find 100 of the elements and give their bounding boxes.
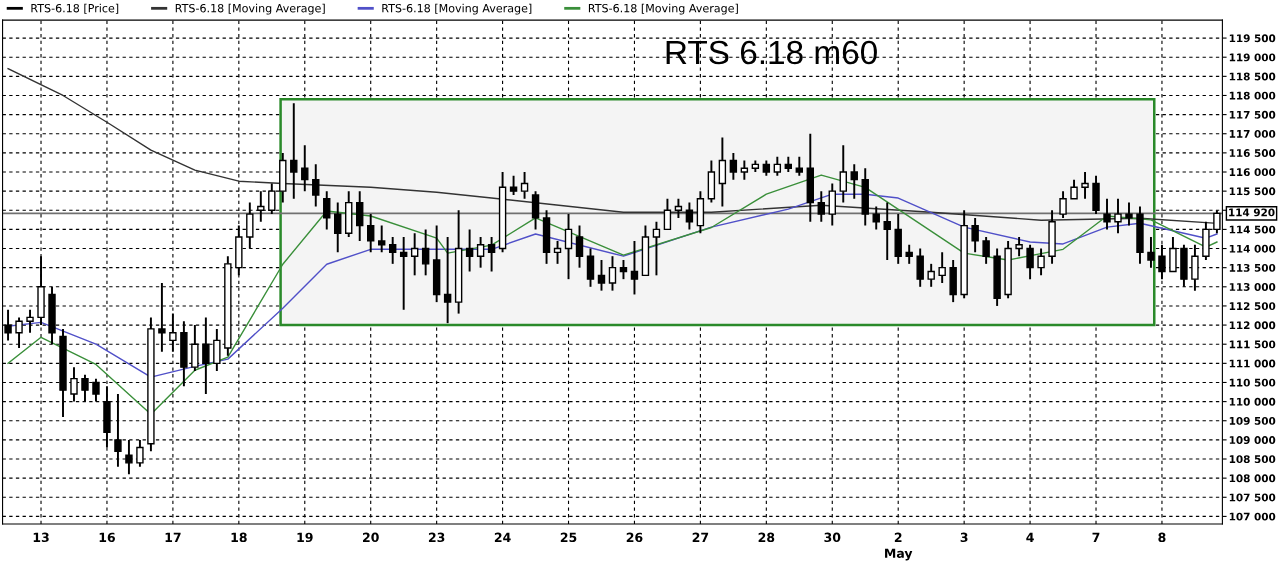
candlestick <box>773 155 782 177</box>
x-tick-label: 20 <box>363 532 379 543</box>
candlestick <box>619 259 628 281</box>
candlestick <box>366 213 375 254</box>
y-tick-label: 117 500 <box>1229 110 1276 119</box>
candlestick <box>608 255 617 292</box>
candlestick <box>795 155 804 177</box>
candlestick <box>323 190 331 231</box>
y-tick-label: 108 000 <box>1229 474 1276 483</box>
candlestick <box>1103 197 1111 231</box>
candlestick <box>1070 178 1078 200</box>
y-tick-label: 114 000 <box>1229 244 1276 253</box>
candlestick <box>312 163 320 208</box>
x-tick-label: 4 <box>1026 532 1034 542</box>
y-tick-label: 107 500 <box>1229 493 1276 502</box>
candlestick <box>564 213 573 281</box>
x-tick-label: 3 <box>960 532 968 543</box>
chart-title: RTS 6.18 m60 <box>666 40 877 65</box>
x-tick-label: 27 <box>692 532 709 542</box>
candlestick <box>213 327 221 372</box>
candlestick <box>509 174 518 196</box>
candlestick <box>476 236 485 269</box>
x-tick-label: 28 <box>758 532 775 543</box>
candlestick <box>872 205 880 231</box>
candlestick <box>740 159 749 181</box>
candlestick <box>630 239 639 296</box>
candlestick <box>839 144 847 204</box>
candlestick <box>443 236 452 325</box>
candlestick <box>597 259 606 292</box>
candlestick <box>1059 190 1067 219</box>
candlestick <box>553 239 562 265</box>
legend-label: RTS-6.18 [Moving Average] <box>382 3 532 15</box>
y-tick-label: 113 000 <box>1229 283 1276 291</box>
candlestick <box>718 136 727 208</box>
x-tick-label: 23 <box>428 532 445 543</box>
candlestick <box>663 197 672 231</box>
x-tick-label: 7 <box>1092 532 1100 542</box>
candlestick <box>905 243 913 265</box>
y-tick-label: 109 500 <box>1229 416 1276 425</box>
x-tick-label: 24 <box>494 532 511 542</box>
y-tick-label: 115 500 <box>1229 187 1276 196</box>
candlestick <box>575 224 584 269</box>
y-tick-label: 114 500 <box>1229 225 1276 234</box>
y-tick-label: 109 000 <box>1229 436 1276 444</box>
candlestick <box>850 163 858 200</box>
y-tick-label: 111 500 <box>1229 340 1276 349</box>
candlestick <box>927 262 935 288</box>
ref-line-label: 114 920 <box>1229 208 1275 217</box>
candlestick <box>586 247 595 288</box>
x-tick-label: 8 <box>1158 532 1166 543</box>
y-tick-label: 119 000 <box>1229 53 1276 62</box>
candlestick <box>377 224 386 254</box>
candlestick <box>290 102 298 200</box>
candlestick <box>971 216 979 254</box>
candlestick <box>334 201 342 254</box>
y-tick-label: 110 000 <box>1229 397 1276 406</box>
x-tick-label: 16 <box>99 532 115 543</box>
candlestick <box>1037 247 1045 277</box>
candlestick <box>1081 171 1089 200</box>
x-tick-label: 2 May <box>885 532 913 561</box>
candlestick <box>465 228 474 273</box>
y-tick-label: 116 000 <box>1229 168 1276 177</box>
legend-label: RTS-6.18 [Moving Average] <box>588 3 738 15</box>
candlestick <box>158 282 166 353</box>
candlestick <box>982 236 990 265</box>
y-tick-label: 118 000 <box>1229 91 1276 100</box>
y-tick-label: 110 500 <box>1229 378 1276 387</box>
x-tick-label: 13 <box>33 532 49 543</box>
x-tick-label: 26 <box>626 532 643 543</box>
candlestick <box>301 144 309 193</box>
candlestick <box>674 197 683 219</box>
legend-label: RTS-6.18 [Moving Average] <box>175 3 325 15</box>
y-tick-label: 119 500 <box>1229 34 1276 43</box>
candlestick <box>1015 236 1023 258</box>
candlestick <box>652 220 661 277</box>
y-tick-label: 111 000 <box>1229 359 1276 368</box>
y-tick-label: 117 000 <box>1229 129 1276 138</box>
x-tick-label: 18 <box>231 532 247 543</box>
candlestick <box>520 171 529 200</box>
y-tick-label: 108 500 <box>1229 455 1276 464</box>
candlestick <box>487 236 496 273</box>
candlestick <box>421 228 430 277</box>
candlestick <box>1026 243 1034 281</box>
candlestick <box>828 182 836 227</box>
x-tick-label: 17 <box>165 532 181 542</box>
x-tick-label: 25 <box>560 532 577 543</box>
candlestick <box>817 190 825 223</box>
candlestick <box>531 190 540 231</box>
candlestick <box>356 190 364 242</box>
y-tick-label: 112 000 <box>1229 321 1276 330</box>
candlestick <box>1125 201 1133 227</box>
candlestick <box>1169 236 1177 273</box>
y-tick-label: 118 500 <box>1229 72 1276 81</box>
x-tick-label: 19 <box>297 532 313 543</box>
y-tick-label: 112 500 <box>1229 302 1276 311</box>
candlestick <box>916 247 924 288</box>
candlestick <box>388 236 397 265</box>
y-tick-label: 116 500 <box>1229 149 1276 157</box>
y-tick-label: 107 000 <box>1229 512 1276 521</box>
candlestick <box>938 251 946 284</box>
